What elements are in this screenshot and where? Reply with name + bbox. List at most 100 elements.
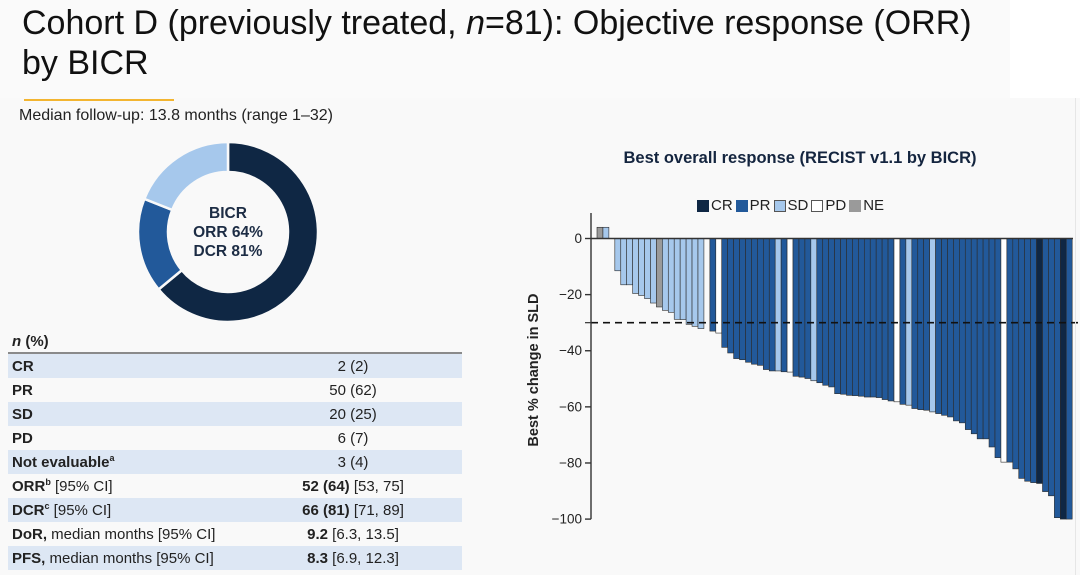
bar-pr (834, 238, 841, 394)
bar-pr (1006, 238, 1014, 463)
table-header-row: n (%) (8, 331, 462, 354)
bar-pr (988, 238, 996, 448)
bar-pr (816, 238, 824, 384)
bar-pr (1012, 238, 1020, 470)
bar-pr (1054, 238, 1061, 519)
bar-sd (662, 238, 669, 311)
bar-pr (875, 238, 883, 398)
donut-segment-orr (156, 140, 320, 324)
corner-panel (1010, 0, 1080, 98)
bar-pr (763, 238, 770, 370)
y-tick-label: −100 (552, 512, 582, 527)
y-tick-label: −40 (559, 343, 582, 358)
bar-cr (1060, 238, 1067, 520)
bar-pr (959, 238, 966, 424)
bar-pr (846, 238, 853, 396)
donut-label-bicr: BICR (209, 204, 247, 222)
y-tick-label: −80 (559, 455, 582, 470)
bar-pr (745, 238, 752, 363)
bar-pr (881, 238, 889, 400)
table-row: DCRc [95% CI] 66 (81) [71, 89] (8, 498, 462, 522)
bar-pr (1018, 238, 1025, 479)
row-value: 9.2 [6.3, 13.5] (307, 525, 399, 543)
bar-pr (768, 238, 776, 372)
y-axis-label: Best % change in SLD (526, 294, 542, 447)
title-area (0, 0, 1010, 98)
legend-label-pd: PD (825, 197, 847, 214)
row-value: 50 (62) (329, 381, 377, 399)
legend-label-sd: SD (787, 197, 809, 214)
table-row: CR 2 (2) (8, 353, 462, 378)
bar-pr (733, 238, 740, 359)
legend-item-pd: PD (811, 197, 846, 214)
legend-swatch-pd (811, 199, 824, 212)
bar-pr (840, 238, 847, 395)
table-row: SD 20 (25) (8, 402, 462, 426)
table-row: PFS, median months [95% CI] 8.3 [6.9, 12.… (8, 546, 462, 570)
bar-sd (614, 238, 622, 272)
bar-pr (751, 238, 758, 365)
bar-cr (1036, 238, 1043, 484)
bar-pd (893, 238, 901, 403)
bar-pr (923, 238, 930, 411)
header-n: n (12, 333, 22, 350)
bar-pr (792, 238, 800, 377)
bar-pr (982, 238, 990, 440)
bar-sd (602, 226, 610, 239)
row-label: DCRc [95% CI] (8, 498, 244, 522)
legend-label-cr: CR (711, 197, 733, 214)
table-row: PD 6 (7) (8, 426, 462, 450)
row-value: 52 (64) [53, 75] (302, 477, 404, 495)
bar-pr (941, 238, 948, 416)
table-row: PR 50 (62) (8, 378, 462, 402)
bar-sd (673, 238, 681, 320)
bar-sd (667, 238, 675, 313)
bar-sd (632, 238, 639, 294)
bar-sd (679, 238, 687, 320)
title-n-italic: n (466, 4, 485, 42)
table-header-value (244, 331, 462, 354)
bar-pr (1042, 238, 1049, 492)
row-label: DoR, median months [95% CI] (12, 525, 216, 543)
bar-pr (757, 238, 764, 366)
bar-pr (1030, 238, 1037, 483)
chart-legend: CR PR SD PD NE (697, 197, 887, 214)
bar-pr (1048, 238, 1055, 497)
row-label: PR (12, 381, 33, 399)
bar-pr (1024, 238, 1031, 482)
row-label: SD (8, 402, 244, 426)
bar-sd (691, 238, 699, 327)
donut-label-dcr: DCR 81% (193, 242, 263, 260)
table-header-label: n (%) (8, 331, 244, 354)
legend-item-ne: NE (849, 197, 884, 214)
bar-sd (650, 238, 657, 304)
row-value: 6 (7) (337, 429, 369, 447)
bar-pr (917, 238, 925, 410)
row-label: CR (8, 353, 244, 378)
bar-pr (863, 238, 871, 398)
bar-pr (858, 238, 865, 397)
bar-pr (709, 238, 717, 332)
bar-pr (739, 238, 746, 361)
bar-pr (935, 238, 942, 414)
bar-sd (905, 238, 913, 406)
bar-pr (887, 238, 895, 402)
accent-divider (24, 99, 174, 101)
panel-border (1075, 98, 1076, 575)
donut-svg (136, 140, 320, 324)
bar-sd (620, 238, 628, 286)
row-value: 20 (25) (244, 402, 462, 426)
donut-segment-other (142, 140, 230, 212)
legend-swatch-cr (697, 199, 709, 212)
bar-pr (953, 238, 960, 422)
bar-pr (727, 238, 734, 354)
bar-sd (774, 238, 782, 372)
bar-sd (929, 238, 936, 413)
table-row: Not evaluablea 3 (4) (8, 450, 462, 474)
bar-sd (626, 238, 633, 286)
legend-swatch-pr (735, 199, 748, 212)
chart-title: Best overall response (RECIST v1.1 by BI… (623, 149, 977, 167)
bar-pd (786, 238, 794, 373)
bar-pd (715, 238, 723, 334)
